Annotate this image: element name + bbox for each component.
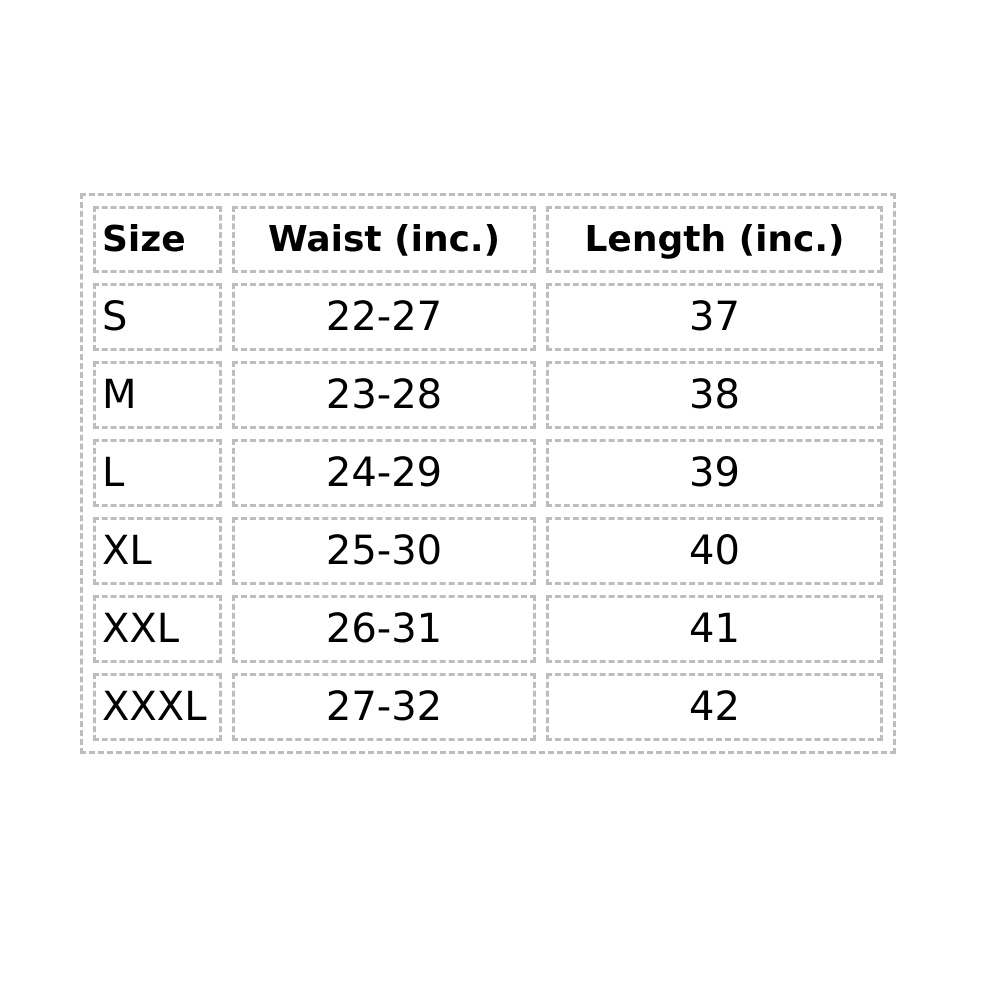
table-cell: 25-30 xyxy=(232,517,536,585)
table-cell: 27-32 xyxy=(232,673,536,741)
table-cell: 37 xyxy=(546,283,883,351)
table-cell: 39 xyxy=(546,439,883,507)
header-cell: Waist (inc.) xyxy=(232,206,536,273)
table-cell: M xyxy=(93,361,222,429)
header-row: Size Waist (inc.) Length (inc.) xyxy=(93,206,883,273)
table-cell: XXL xyxy=(93,595,222,663)
header-cell: Length (inc.) xyxy=(546,206,883,273)
table-body: S 22-27 37 M 23-28 38 L 24-29 39 XL 25-30 40 XXL 26-3… xyxy=(93,283,883,741)
table-row: S 22-27 37 xyxy=(93,283,883,351)
table-cell: 26-31 xyxy=(232,595,536,663)
table-row: M 23-28 38 xyxy=(93,361,883,429)
size-table: Size Waist (inc.) Length (inc.) S 22-27 37 M 2… xyxy=(80,193,896,754)
table-row: XXL 26-31 41 xyxy=(93,595,883,663)
header-cell: Size xyxy=(93,206,222,273)
table-cell: S xyxy=(93,283,222,351)
table-row: XL 25-30 40 xyxy=(93,517,883,585)
table-cell: 24-29 xyxy=(232,439,536,507)
table-cell: 41 xyxy=(546,595,883,663)
table-row: L 24-29 39 xyxy=(93,439,883,507)
table-cell: 42 xyxy=(546,673,883,741)
table-cell: XXXL xyxy=(93,673,222,741)
table-cell: XL xyxy=(93,517,222,585)
table-row: XXXL 27-32 42 xyxy=(93,673,883,741)
table-cell: 38 xyxy=(546,361,883,429)
table-cell: 23-28 xyxy=(232,361,536,429)
table-cell: 22-27 xyxy=(232,283,536,351)
table-cell: L xyxy=(93,439,222,507)
table-header: Size Waist (inc.) Length (inc.) xyxy=(93,206,883,273)
table-cell: 40 xyxy=(546,517,883,585)
